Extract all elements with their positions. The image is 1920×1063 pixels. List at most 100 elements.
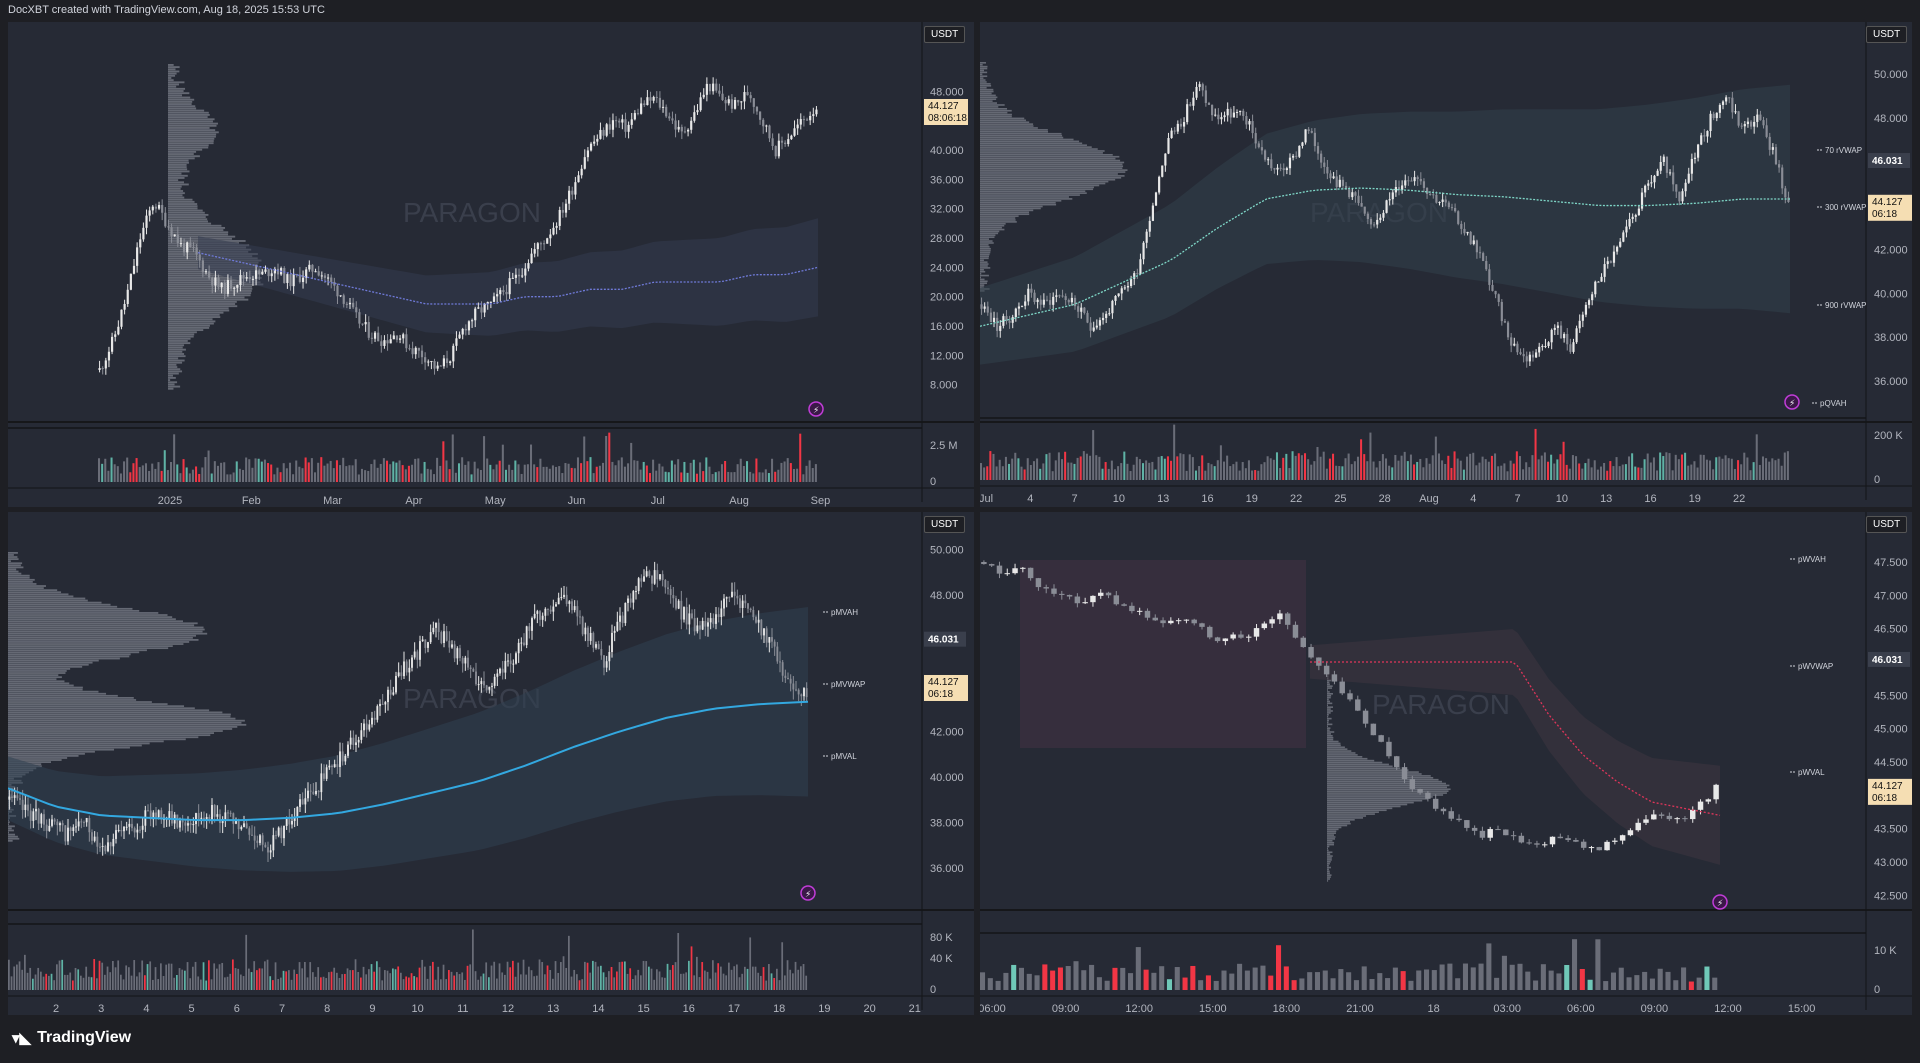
currency-badge[interactable]: USDT	[924, 516, 966, 533]
chart-panel-bottom-right[interactable]: PARAGON47.50047.00046.50046.03145.50045.…	[980, 512, 1912, 1015]
candle-body	[1594, 281, 1597, 295]
candle-body	[201, 260, 204, 273]
candle-body	[1401, 185, 1404, 191]
volume-bar	[983, 467, 986, 480]
candle-body	[1382, 212, 1385, 218]
volume-bar	[637, 969, 640, 990]
candle-body	[295, 274, 298, 276]
candle-body	[560, 597, 563, 599]
chart-panel-top-left[interactable]: PARAGON 48.000 40.000 36.000 32.000 28.000 24.…	[8, 22, 974, 507]
candle-body	[309, 790, 312, 792]
volume-bar	[1674, 454, 1677, 480]
candle-body	[1713, 784, 1719, 800]
candle-body	[420, 350, 424, 358]
volume-bar	[163, 450, 166, 482]
volume-bar	[1612, 466, 1615, 480]
volume-bar	[414, 458, 417, 482]
volume-bar	[113, 464, 116, 482]
candle-body	[380, 341, 383, 346]
volume-bar	[1176, 456, 1179, 480]
volume-bar	[1755, 434, 1758, 480]
volume-bar	[686, 472, 689, 482]
volume-profile-row	[168, 333, 195, 336]
volume-bar	[162, 976, 165, 990]
candle-body	[1693, 157, 1697, 159]
volume-bar	[232, 472, 235, 482]
volume-bar	[614, 465, 617, 482]
volume-bar	[135, 458, 138, 482]
volume-bar	[1518, 456, 1521, 480]
candle-body	[693, 112, 696, 121]
candle-body	[574, 182, 577, 195]
candle-body	[1526, 842, 1532, 844]
chart-panel-bottom-left[interactable]: PARAGON50.00048.00046.03144.12742.00040.…	[8, 512, 974, 1015]
candle-body	[227, 812, 229, 814]
volume-profile-row	[980, 129, 1048, 131]
candle-body	[1161, 165, 1164, 177]
candle-body	[147, 810, 149, 812]
candle-body	[75, 826, 77, 828]
candle-body	[115, 830, 117, 839]
chart-panel-top-right[interactable]: PARAGON50.00048.00046.03144.12742.00040.…	[980, 22, 1912, 507]
candle-body	[507, 660, 509, 662]
candle-body	[1035, 578, 1042, 588]
candle-body	[167, 226, 170, 228]
volume-bar	[1587, 458, 1590, 480]
tradingview-logo[interactable]: ▾◣ TradingView	[12, 1029, 131, 1047]
candle-body	[1199, 623, 1205, 627]
volume-bar	[814, 464, 817, 482]
candle-body	[525, 626, 528, 646]
volume-bar	[530, 970, 533, 990]
chart-svg-top-left[interactable]: PARAGON48.00040.00036.00032.00028.00024.…	[8, 22, 974, 507]
candle-body	[1246, 636, 1252, 638]
volume-bar	[1085, 453, 1088, 480]
volume-bar	[1325, 468, 1328, 480]
volume-bar	[237, 968, 240, 990]
volume-profile-row	[168, 70, 180, 73]
volume-profile-row	[168, 220, 209, 223]
candle-body	[1619, 835, 1626, 841]
candle-body	[584, 627, 587, 635]
volume-bar	[107, 470, 110, 482]
chart-svg-bottom-right[interactable]: PARAGON47.50047.00046.50046.03145.50045.…	[980, 512, 1912, 1015]
candle-body	[1152, 617, 1158, 621]
volume-bar	[448, 970, 450, 990]
volume-profile-row	[8, 651, 140, 654]
volume-bar	[392, 461, 395, 482]
volume-bar	[386, 970, 389, 990]
candle-body	[1008, 320, 1011, 323]
volume-profile-row	[168, 209, 203, 212]
chart-svg-bottom-left[interactable]: PARAGON50.00048.00046.03144.12742.00040.…	[8, 512, 974, 1015]
volume-bar	[1705, 459, 1708, 480]
currency-badge[interactable]: USDT	[924, 26, 966, 43]
candle-body	[1635, 822, 1641, 831]
volume-profile-row	[980, 144, 1087, 147]
volume-bar	[613, 977, 616, 990]
candle-body	[1136, 610, 1143, 612]
volume-bar	[562, 956, 565, 990]
volume-bar	[692, 459, 695, 482]
candle-body	[208, 817, 211, 821]
candle-body	[564, 203, 568, 213]
chart-svg-top-right[interactable]: PARAGON50.00048.00046.03144.12742.00040.…	[980, 22, 1912, 507]
volume-bar	[1143, 969, 1149, 990]
volume-bar	[616, 971, 618, 990]
candle-body	[1705, 799, 1712, 802]
volume-profile-row	[168, 118, 215, 121]
candle-body	[765, 125, 768, 127]
candle-body	[448, 640, 451, 648]
volume-bar	[194, 961, 197, 990]
candle-body	[1263, 150, 1267, 160]
volume-bar	[88, 976, 90, 990]
volume-bar	[360, 977, 362, 990]
volume-profile-row	[8, 678, 57, 681]
currency-badge[interactable]: USDT	[1866, 516, 1908, 533]
candle-body	[1269, 619, 1275, 624]
candle-body	[1472, 240, 1475, 245]
candle-body	[1005, 316, 1008, 321]
volume-bar	[1381, 454, 1384, 480]
volume-profile-row	[980, 217, 1016, 219]
currency-badge[interactable]: USDT	[1866, 26, 1908, 43]
volume-profile-row	[980, 188, 1094, 191]
volume-profile-row	[1327, 862, 1330, 865]
